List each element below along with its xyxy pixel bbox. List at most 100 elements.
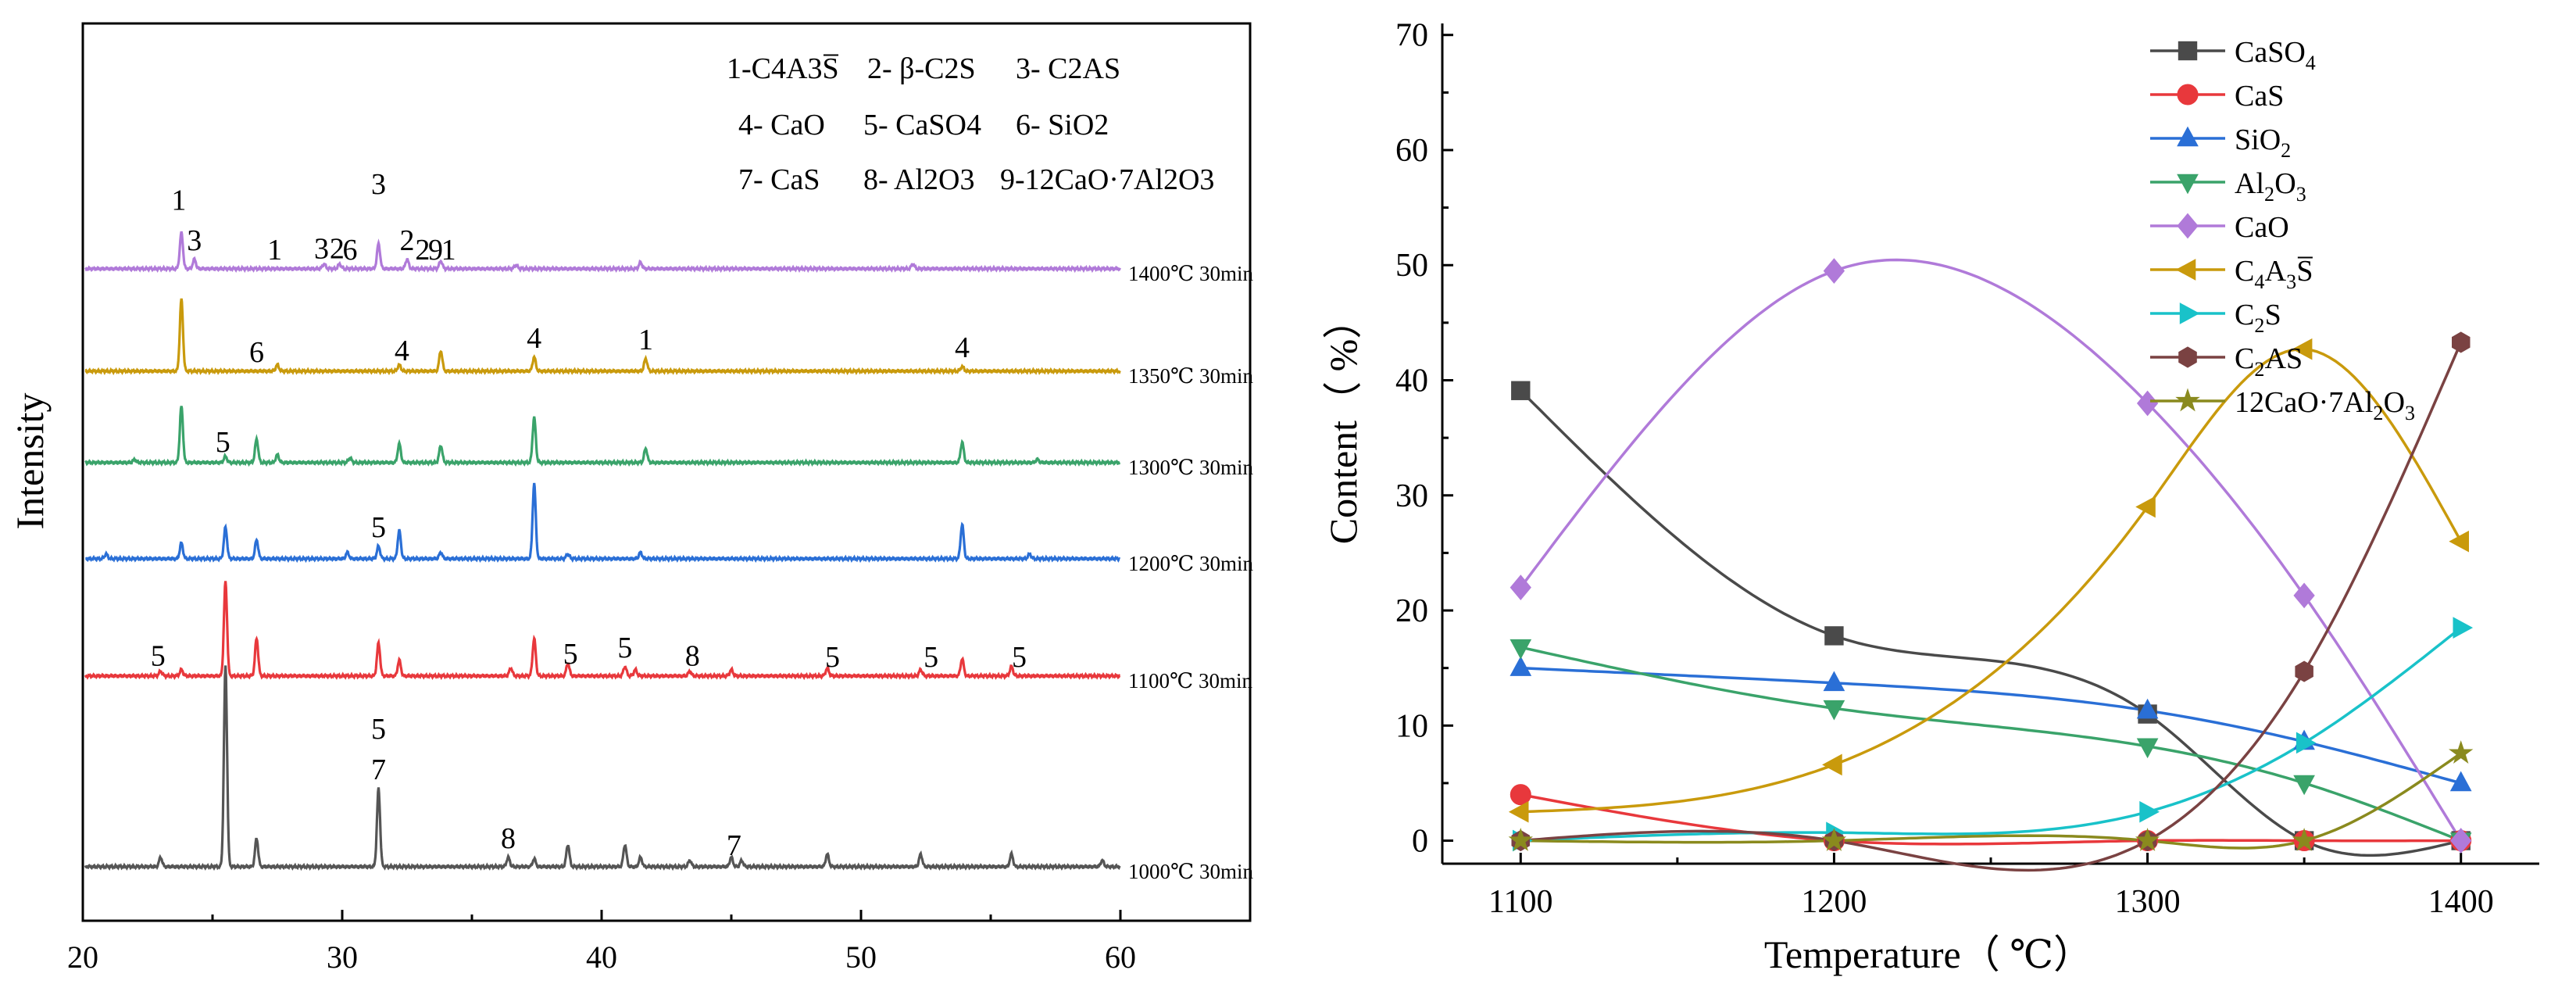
xrd-peak-label: 8	[501, 822, 516, 855]
series-point-c4a3s	[1508, 800, 1529, 823]
xrd-peak-label: 5	[924, 641, 938, 674]
series-point-sio2	[1510, 656, 1532, 676]
content-y-tick-label: 50	[1395, 248, 1428, 284]
series-point-cao	[2293, 582, 2315, 609]
xrd-pattern-1300-30min	[84, 406, 1121, 467]
xrd-x-tick-label: 30	[327, 940, 358, 975]
xrd-plot-frame	[81, 22, 1252, 922]
content-y-tick-label: 30	[1395, 478, 1428, 514]
xrd-panel: 20 30 40 50 60 Intensity 1000℃ 30min 8 5 7 7 1100…	[8, 22, 1253, 975]
phase-key-entry: 4- CaO	[738, 109, 825, 141]
legend-marker	[2177, 174, 2199, 195]
xrd-x-tick-label: 60	[1105, 940, 1136, 975]
xrd-peak-label: 5	[216, 426, 230, 459]
xrd-peak-label: 2	[400, 224, 415, 257]
series-point-sio2	[2136, 698, 2159, 719]
series-point-12cao-7al2o3	[2448, 740, 2474, 764]
content-y-tick-label: 40	[1395, 363, 1428, 399]
xrd-peak-label: 3	[314, 232, 329, 265]
phase-key-entry: 1-C4A3S̅	[727, 52, 839, 85]
xrd-peak-label: 5	[1012, 641, 1027, 674]
xrd-x-tick-label: 50	[845, 940, 877, 975]
legend-label-al2o3: Al2 O3	[2235, 167, 2306, 206]
legend-marker	[2179, 302, 2200, 324]
series-line-c2as	[1520, 342, 2463, 872]
series-point-12cao-7al2o3	[1508, 828, 1533, 851]
xrd-peak-label: 4	[955, 331, 970, 364]
xrd-pattern-label: 1100℃ 30min	[1128, 669, 1252, 693]
xrd-peak-label: 5	[151, 639, 166, 672]
series-point-sio2	[1823, 671, 1845, 692]
legend-marker	[2177, 213, 2199, 239]
phase-key-entry: 6- SiO2	[1016, 109, 1109, 141]
xrd-peak-label: 1	[638, 324, 653, 356]
content-y-axis-label: Content（ %）	[1321, 300, 1365, 544]
xrd-y-axis-label: Intensity	[8, 393, 52, 530]
legend-label-c2s: C2 S	[2235, 299, 2281, 337]
legend-marker	[2177, 84, 2199, 106]
xrd-x-tick-label: 20	[67, 940, 98, 975]
xrd-peak-label: 5	[563, 638, 578, 671]
content-panel: 1100 1200 1300 1400 0 10 20 30 40 50 60 70 Temperat…	[1321, 18, 2539, 976]
content-series	[1508, 258, 2474, 872]
phase-key-entry: 8- Al2O3	[863, 163, 975, 196]
xrd-peak-label: 1	[441, 234, 456, 267]
xrd-pattern-1200-30min	[85, 482, 1121, 564]
legend-label-cas: CaS	[2235, 80, 2284, 113]
xrd-pattern-1100-30min	[84, 581, 1121, 681]
content-y-tick-label: 60	[1395, 133, 1428, 169]
xrd-pattern-1000-30min	[84, 665, 1121, 872]
series-point-c4a3s	[1822, 753, 1842, 776]
xrd-peak-label: 5	[371, 713, 386, 746]
series-point-c2as	[2295, 660, 2313, 682]
series-point-al2o3	[1510, 639, 1532, 660]
series-line-cao	[1519, 258, 2463, 842]
phase-key: 1-C4A3S̅ 2- β-C2S 3- C2AS 4- CaO 5- CaSO4 6- …	[727, 52, 1214, 196]
xrd-peak-label: 1	[267, 234, 282, 267]
xrd-patterns: 1000℃ 30min 8 5 7 7 1100℃ 30min 5 5 5 8 5 5 5 1200℃ 3…	[84, 168, 1253, 883]
series-point-c4a3s	[2292, 338, 2313, 360]
xrd-x-tick-label: 40	[586, 940, 617, 975]
content-x-axis-label: Temperature（ ℃）	[1764, 932, 2092, 976]
content-x-tick-label: 1200	[1801, 884, 1867, 920]
xrd-pattern-label: 1350℃ 30min	[1128, 364, 1253, 388]
xrd-pattern-1400-30min	[84, 231, 1121, 274]
series-point-12cao-7al2o3	[2135, 828, 2160, 851]
legend-marker	[2177, 126, 2199, 147]
series-point-c2s	[2453, 617, 2474, 639]
xrd-peak-label: 3	[371, 168, 386, 201]
series-point-c4a3s	[2135, 496, 2156, 518]
xrd-peak-label: 4	[527, 322, 541, 355]
phase-key-entry: 7- CaS	[738, 163, 820, 196]
series-point-cao	[1823, 258, 1845, 284]
series-point-c2s	[2139, 800, 2160, 823]
xrd-pattern-label: 1000℃ 30min	[1128, 860, 1253, 883]
legend-label-c4a3s: C4 A3 S̅	[2235, 255, 2313, 293]
xrd-peak-label: 4	[395, 335, 409, 367]
xrd-peak-label: 9	[428, 234, 443, 267]
series-point-sio2	[2449, 771, 2472, 792]
legend-marker	[2175, 259, 2196, 281]
legend-marker	[2178, 346, 2197, 368]
series-point-cao	[2450, 828, 2472, 854]
series-point-c2s	[2296, 732, 2317, 754]
xrd-peak-label: 8	[685, 639, 700, 672]
xrd-pattern-label: 1300℃ 30min	[1128, 456, 1253, 479]
phase-key-entry: 5- CaSO4	[863, 109, 981, 141]
xrd-peak-label: 7	[727, 829, 741, 862]
xrd-peak-label: 5	[371, 511, 386, 544]
series-point-al2o3	[2293, 775, 2315, 796]
series-point-12cao-7al2o3	[2292, 828, 2317, 851]
legend-label-12cao-7al2o3: 12CaO·7Al2 O3	[2235, 386, 2415, 424]
content-axes: 1100 1200 1300 1400 0 10 20 30 40 50 60 70	[1395, 18, 2539, 920]
xrd-peak-label: 7	[371, 753, 386, 786]
xrd-pattern-label: 1200℃ 30min	[1128, 552, 1253, 575]
legend-marker	[2175, 388, 2200, 412]
xrd-pattern-label: 1400℃ 30min	[1128, 262, 1253, 285]
xrd-peak-label: 6	[249, 336, 264, 369]
series-point-c2as	[2452, 331, 2471, 353]
xrd-pattern-1350-30min	[84, 298, 1121, 376]
phase-key-entry: 3- C2AS	[1016, 52, 1120, 85]
xrd-x-axis: 20 30 40 50 60	[67, 910, 1136, 975]
